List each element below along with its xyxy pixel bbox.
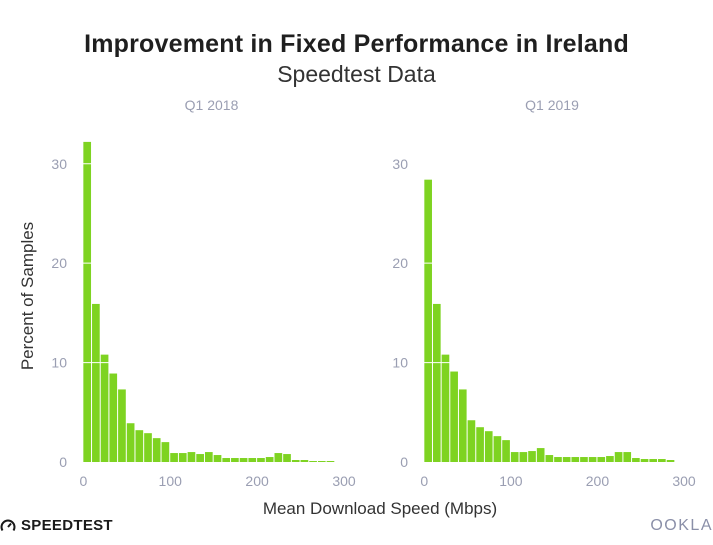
y-tick-label: 0 <box>59 454 67 470</box>
histogram-bar <box>554 457 562 462</box>
histogram-bar <box>450 371 458 462</box>
histogram-bar <box>309 461 317 462</box>
speedtest-logo: SPEEDTEST <box>0 517 113 534</box>
x-tick-label: 0 <box>420 473 428 489</box>
y-tick-label: 20 <box>51 255 67 271</box>
histogram-bar <box>283 454 291 462</box>
histogram-bar <box>632 458 640 462</box>
histogram-bar <box>502 440 510 462</box>
histogram-bar <box>126 423 135 462</box>
histogram-bar <box>170 453 178 462</box>
histogram-bar <box>649 459 658 462</box>
histogram-bar <box>161 442 170 462</box>
histogram-bar <box>135 430 144 462</box>
histogram-bar <box>441 354 450 462</box>
chart-subtitle: Speedtest Data <box>277 61 436 87</box>
histogram-bar <box>562 457 571 462</box>
histogram-bar <box>623 452 632 462</box>
histogram-bar <box>326 461 335 462</box>
histogram-bar <box>204 452 213 462</box>
ookla-logo: OOKLA <box>650 517 713 534</box>
x-tick-label: 200 <box>245 473 269 489</box>
x-tick-label: 0 <box>79 473 87 489</box>
histogram-bar <box>317 461 326 462</box>
histogram-bar <box>658 459 666 462</box>
histogram-bar <box>519 452 528 462</box>
histogram-bar <box>152 438 161 462</box>
histogram-bar <box>614 452 623 462</box>
histogram-bar <box>510 452 519 462</box>
panel-title: Q1 2018 <box>185 97 239 113</box>
histogram-bar <box>484 431 493 462</box>
histogram-bar <box>144 433 152 462</box>
histogram-bar <box>178 453 187 462</box>
histogram-bar <box>187 452 196 462</box>
histogram-bar <box>222 458 231 462</box>
histogram-bar <box>231 458 239 462</box>
x-axis-label: Mean Download Speed (Mbps) <box>263 499 497 518</box>
histogram-bar <box>291 460 300 462</box>
histogram-bar <box>83 141 92 463</box>
y-tick-label: 10 <box>392 355 408 371</box>
histogram-bar <box>571 457 580 462</box>
y-axis-label: Percent of Samples <box>18 222 37 370</box>
histogram-bar <box>424 179 432 462</box>
histogram-bar <box>536 448 545 462</box>
x-tick-label: 100 <box>159 473 183 489</box>
histogram-bar <box>248 458 257 462</box>
histogram-bar <box>493 436 502 462</box>
histogram-bar <box>100 354 109 462</box>
histogram-bar <box>467 420 476 462</box>
x-tick-label: 100 <box>499 473 523 489</box>
histogram-bar <box>580 457 588 462</box>
histogram-bar <box>257 458 265 462</box>
histogram-bar <box>92 303 100 462</box>
speedtest-gauge-icon <box>0 519 16 531</box>
y-tick-label: 0 <box>400 454 408 470</box>
histogram-bar <box>476 427 484 462</box>
histogram-bar <box>606 456 614 462</box>
histogram-bar <box>545 455 554 462</box>
histogram-bar <box>118 389 126 462</box>
histogram-bar <box>432 303 441 462</box>
x-tick-label: 200 <box>586 473 610 489</box>
panel-title: Q1 2019 <box>525 97 579 113</box>
histogram-bar <box>239 458 248 462</box>
y-tick-label: 10 <box>51 355 67 371</box>
speedtest-wordmark: SPEEDTEST <box>21 517 113 534</box>
histogram-bar <box>640 459 649 462</box>
histogram-bar <box>274 453 283 462</box>
histogram-bar <box>597 457 606 462</box>
y-tick-label: 30 <box>51 156 67 172</box>
histogram-bar <box>528 451 536 462</box>
y-tick-label: 20 <box>392 255 408 271</box>
histogram-bar <box>213 455 222 462</box>
histogram-bar <box>458 389 467 462</box>
histogram-bar <box>300 460 309 462</box>
x-tick-label: 300 <box>672 473 696 489</box>
y-tick-label: 30 <box>392 156 408 172</box>
histogram-bar <box>109 373 118 462</box>
x-tick-label: 300 <box>332 473 356 489</box>
histogram-bar <box>588 457 597 462</box>
histogram-bar <box>666 460 675 462</box>
histogram-bar <box>196 454 204 462</box>
histogram-bar <box>265 457 274 462</box>
chart-title: Improvement in Fixed Performance in Irel… <box>84 30 629 58</box>
